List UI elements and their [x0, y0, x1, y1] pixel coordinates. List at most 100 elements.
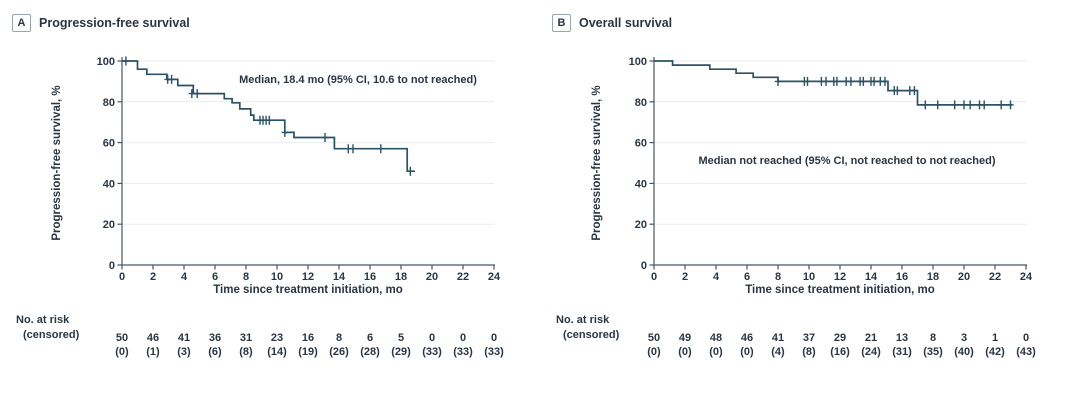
- risk-count: 8: [930, 332, 936, 344]
- censored-count: (29): [391, 346, 411, 358]
- x-tick-label: 20: [426, 271, 438, 283]
- censored-count: (43): [1016, 346, 1036, 358]
- censor-mark: [774, 76, 782, 86]
- x-tick-label: 8: [243, 271, 249, 283]
- panel-label-badge: B: [552, 14, 571, 32]
- risk-count: 1: [992, 332, 998, 344]
- x-tick-label: 16: [896, 271, 908, 283]
- panel-title: Progression-free survival: [39, 16, 190, 30]
- risk-count: 31: [240, 332, 252, 344]
- x-tick-label: 14: [865, 271, 878, 283]
- censored-count: (0): [678, 346, 692, 358]
- y-tick-label: 100: [97, 56, 115, 68]
- censored-count: (24): [861, 346, 881, 358]
- censored-count: (8): [239, 346, 253, 358]
- risk-table-censored-label: (censored): [23, 329, 80, 341]
- censored-count: (33): [453, 346, 473, 358]
- censored-count: (33): [422, 346, 442, 358]
- censor-mark: [881, 76, 889, 86]
- censored-count: (8): [802, 346, 816, 358]
- survival-curve: [654, 60, 1013, 106]
- x-tick-label: 10: [271, 271, 283, 283]
- x-tick-label: 12: [834, 271, 846, 283]
- censored-count: (14): [267, 346, 287, 358]
- censor-mark: [998, 100, 1005, 110]
- censor-mark: [377, 144, 384, 154]
- x-tick-label: 24: [488, 271, 501, 283]
- x-tick-label: 4: [713, 271, 720, 283]
- censor-mark: [894, 86, 901, 96]
- censor-mark: [194, 89, 201, 99]
- censor-mark: [911, 86, 918, 96]
- censor-mark: [951, 100, 958, 110]
- y-axis-label: Progression-free survival, %: [51, 85, 63, 241]
- censored-count: (0): [115, 346, 129, 358]
- risk-count: 37: [803, 332, 815, 344]
- censor-mark: [922, 100, 929, 110]
- survival-curve: [122, 60, 415, 173]
- risk-count: 41: [772, 332, 784, 344]
- x-tick-label: 14: [333, 271, 346, 283]
- panel-overall-survival: B Overall survival 0 20 40 60 80 100 0 2 4 6 8 10 12…: [540, 0, 1080, 400]
- risk-count: 0: [491, 332, 497, 344]
- censor-mark: [321, 133, 329, 142]
- censor-mark: [822, 76, 830, 86]
- risk-count: 3: [961, 332, 967, 344]
- risk-count: 6: [367, 332, 373, 344]
- x-tick-label: 2: [682, 271, 688, 283]
- censor-mark: [804, 76, 811, 86]
- panel-b-title-row: B Overall survival: [552, 14, 672, 32]
- y-tick-label: 40: [635, 178, 647, 190]
- risk-count: 23: [271, 332, 283, 344]
- x-tick-label: 22: [457, 271, 469, 283]
- y-tick-label: 100: [629, 56, 647, 68]
- x-tick-label: 18: [927, 271, 939, 283]
- risk-table-censored-label: (censored): [563, 329, 620, 341]
- censor-mark: [967, 100, 974, 110]
- risk-count: 36: [209, 332, 221, 344]
- censor-mark: [934, 100, 941, 110]
- censor-mark: [407, 166, 414, 176]
- risk-count: 0: [1023, 332, 1029, 344]
- censored-count: (26): [329, 346, 349, 358]
- censored-count: (0): [647, 346, 661, 358]
- risk-count: 29: [834, 332, 846, 344]
- y-axis-label: Progression-free survival, %: [591, 85, 603, 241]
- x-tick-label: 12: [302, 271, 314, 283]
- censored-count: (19): [298, 346, 318, 358]
- panel-progression-free-survival: A Progression-free survival 0 20 40 60 80 100…: [12, 14, 504, 358]
- panel-title: Overall survival: [579, 16, 673, 30]
- risk-count: 46: [147, 332, 159, 344]
- risk-table-label: No. at risk: [16, 314, 70, 326]
- censor-mark: [833, 76, 841, 86]
- censored-count: (1): [146, 346, 160, 358]
- y-tick-label: 20: [103, 219, 115, 231]
- risk-count: 5: [398, 332, 404, 344]
- risk-count: 49: [679, 332, 691, 344]
- x-tick-label: 0: [119, 271, 125, 283]
- x-tick-label: 0: [651, 271, 657, 283]
- censor-mark: [847, 76, 855, 86]
- y-tick-label: 20: [635, 219, 647, 231]
- panel-label-badge: A: [12, 14, 31, 32]
- x-tick-label: 18: [395, 271, 407, 283]
- x-tick-label: 6: [212, 271, 218, 283]
- x-tick-label: 20: [958, 271, 970, 283]
- censored-count: (6): [208, 346, 222, 358]
- x-axis-label: Time since treatment initiation, mo: [745, 284, 935, 296]
- censor-mark: [349, 144, 357, 154]
- risk-count: 46: [741, 332, 753, 344]
- x-tick-label: 24: [1020, 271, 1033, 283]
- risk-count: 13: [896, 332, 908, 344]
- censor-mark: [266, 115, 273, 125]
- censored-count: (28): [360, 346, 380, 358]
- risk-count: 48: [710, 332, 722, 344]
- x-tick-label: 16: [364, 271, 376, 283]
- censor-mark: [860, 76, 867, 86]
- risk-count: 50: [116, 332, 128, 344]
- axes-line: [121, 57, 495, 266]
- panel-a-title-row: A Progression-free survival: [12, 14, 190, 32]
